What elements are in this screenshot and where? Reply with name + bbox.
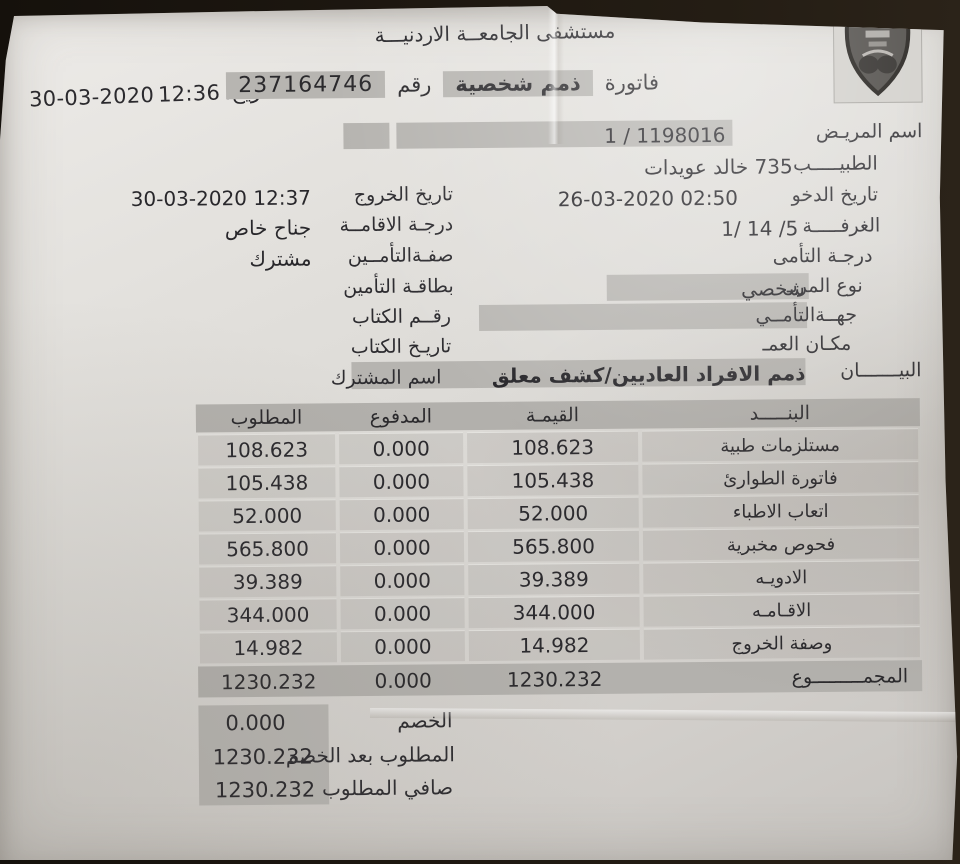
print-date: 30-03-2020 xyxy=(28,82,155,112)
table-row: الادويـه 39.389 0.000 39.389 xyxy=(197,558,921,598)
charges-table: البنـــــد القيمـة المدفوع المطلوب مستلز… xyxy=(195,398,923,698)
invoice-type-badge: ذمم شخصية xyxy=(443,69,593,97)
table-row: اتعاب الاطباء 52.000 0.000 52.000 xyxy=(197,492,921,532)
redaction-box xyxy=(343,122,390,150)
table-row: فحوص مخبرية 565.800 0.000 565.800 xyxy=(197,525,921,565)
print-time: 12:36 xyxy=(157,80,221,107)
summary-row-after-discount: 1230.232 المطلوب بعد الخصم xyxy=(212,742,455,770)
insurance-attr: مشترك xyxy=(249,246,312,272)
stay-class: جناح خاص xyxy=(224,215,312,241)
hospital-shield-logo xyxy=(832,8,923,104)
table-row: فاتورة الطوارئ 105.438 0.000 105.438 xyxy=(196,459,920,499)
number-word: رقم xyxy=(397,71,432,97)
doctor-name: 735 خالد عويدات xyxy=(643,154,793,180)
col-header-due: المطلوب xyxy=(230,406,303,430)
discharge-datetime: 30-03-2020 12:37 xyxy=(130,185,312,212)
col-header-paid: المدفوع xyxy=(369,405,433,428)
summary-row-discount: 0.000 الخصم xyxy=(225,708,453,736)
invoice-title-line: فاتورة ذمم شخصية رقم 237164746 xyxy=(226,68,660,100)
hospital-name: مستشفى الجامعــة الاردنيـــة xyxy=(374,18,616,48)
invoice-word: فاتورة xyxy=(604,69,660,95)
col-header-item: البنـــــد xyxy=(749,402,811,425)
table-row: وصفة الخروج 14.982 0.000 14.982 xyxy=(198,624,922,664)
table-row: الاقـامـه 344.000 0.000 344.000 xyxy=(197,591,921,631)
field-row-patient-name: 1 / 1198016 اسم المريـض xyxy=(0,119,957,155)
patient-id: 1 / 1198016 xyxy=(604,122,726,148)
summary-row-net-due: 1230.232 صافي المطلوب xyxy=(214,775,454,803)
invoice-number: 237164746 xyxy=(226,70,386,100)
table-total-row: المجمـــــــــوع 1230.232 0.000 1230.232 xyxy=(198,660,923,698)
col-header-value: القيمـة xyxy=(525,404,580,427)
table-row: مستلزمات طبية 108.623 0.000 108.623 xyxy=(196,426,920,466)
